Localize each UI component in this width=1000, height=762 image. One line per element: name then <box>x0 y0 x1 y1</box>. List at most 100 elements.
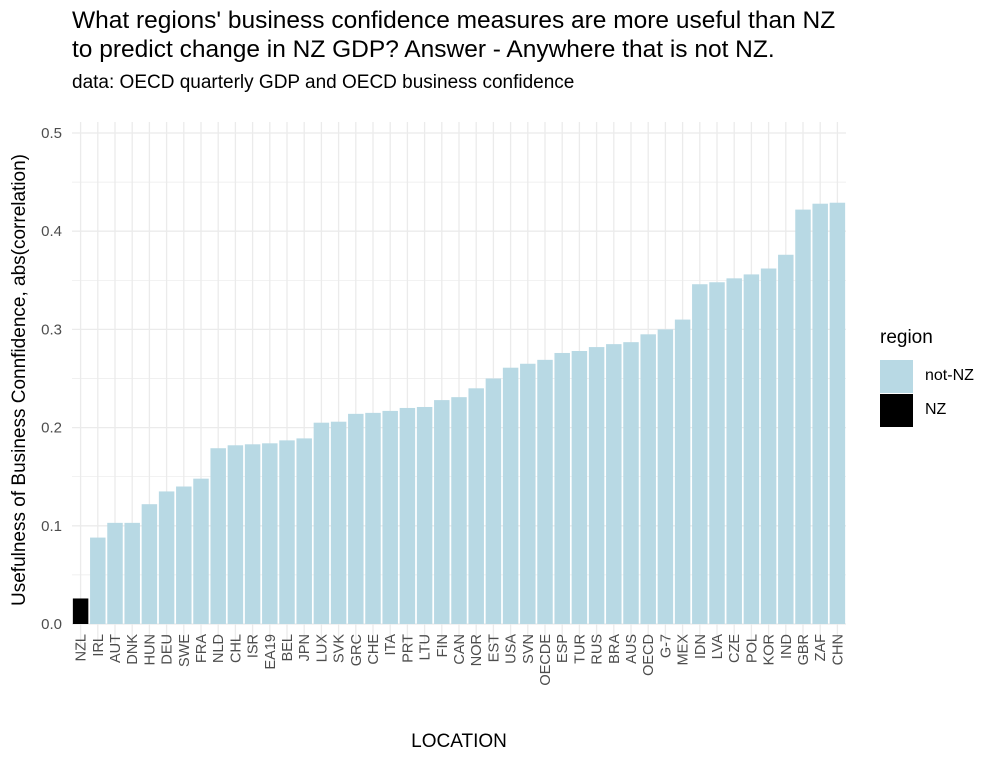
bar-jpn <box>296 438 312 624</box>
bar-chn <box>829 202 846 625</box>
x-tick-label: LUX <box>314 634 330 663</box>
legend-swatch-nz <box>880 393 913 427</box>
x-tick-label: USA <box>504 634 520 664</box>
bar-bra <box>606 344 622 624</box>
bar-chl <box>227 445 244 624</box>
x-tick-label: DEU <box>160 634 176 665</box>
x-tick-label: SVN <box>521 634 537 664</box>
bar-kor <box>760 268 777 624</box>
bar-che <box>365 412 381 624</box>
bar-ita <box>382 410 398 624</box>
chart-title-line-1: What regions' business confidence measur… <box>72 7 836 34</box>
x-tick-label: LVA <box>710 634 726 660</box>
bar-tur <box>571 351 588 624</box>
x-tick-label: BEL <box>280 634 296 661</box>
bar-fin <box>434 400 450 624</box>
x-tick-label: ISR <box>246 634 262 658</box>
bar-fra <box>193 478 209 624</box>
legend-swatch-not-nz <box>880 359 913 393</box>
x-tick-label: SWE <box>177 634 193 667</box>
x-tick-labels: NZL IRL AUT DNK HUN DEU SWE FRA NLD CHL ISR EA19 BEL… <box>74 634 847 686</box>
x-tick-label: AUT <box>108 634 124 663</box>
bar-zaf <box>812 203 828 625</box>
x-tick-label: NOR <box>469 634 485 666</box>
bar-oecd <box>640 334 656 624</box>
bar-isr <box>244 444 261 624</box>
bar-lux <box>313 422 330 624</box>
x-tick-label: FRA <box>194 634 210 663</box>
y-tick-label: 0.1 <box>41 518 62 535</box>
bar-svn <box>520 363 536 624</box>
y-tick-labels: 0.0 0.1 0.2 0.3 0.4 0.5 <box>41 125 62 633</box>
bar-nzl <box>72 598 89 624</box>
bar-cze <box>726 278 742 624</box>
x-tick-label: IDN <box>693 634 709 659</box>
x-tick-label: NLD <box>211 634 227 663</box>
x-tick-label: FIN <box>435 634 451 657</box>
bar-g-7 <box>657 329 674 624</box>
bar-swe <box>176 486 192 624</box>
x-tick-label: ZAF <box>813 634 829 662</box>
x-tick-label: IND <box>779 634 795 659</box>
x-tick-label: CHE <box>366 634 382 665</box>
x-tick-label: CHL <box>228 634 244 663</box>
bar-grc <box>348 413 364 624</box>
y-tick-label: 0.5 <box>41 125 62 142</box>
x-tick-label: SVK <box>332 634 348 663</box>
bar-ind <box>778 254 794 624</box>
x-tick-label: GBR <box>796 634 812 665</box>
x-tick-label: ESP <box>555 634 571 663</box>
bar-can <box>451 397 467 624</box>
x-tick-label: POL <box>744 634 760 663</box>
legend: region not-NZ NZ <box>880 327 974 427</box>
bar-svk <box>330 421 347 624</box>
x-tick-label: AUS <box>624 634 640 664</box>
x-tick-label: JPN <box>297 634 313 661</box>
bar-pol <box>743 274 760 624</box>
x-tick-label: EST <box>486 634 502 662</box>
bar-dnk <box>124 522 140 624</box>
x-tick-label: IRL <box>91 634 107 657</box>
bar-hun <box>141 504 158 624</box>
chart-title-line-2: to predict change in NZ GDP? Answer - An… <box>72 36 775 63</box>
bar-ea19 <box>262 443 278 624</box>
x-tick-label: G-7 <box>658 634 674 658</box>
y-tick-label: 0.3 <box>41 321 62 338</box>
y-axis-title: Usefulness of Business Connfidence, abs(… <box>9 154 30 606</box>
bar-gbr <box>795 209 811 624</box>
bar-est <box>485 378 502 624</box>
legend-item-nz: NZ <box>880 393 974 427</box>
x-tick-label: KOR <box>762 634 778 665</box>
x-tick-label: BRA <box>607 634 623 664</box>
x-tick-label: GRC <box>349 634 365 666</box>
x-tick-label: LTU <box>418 634 434 660</box>
legend-item-not-nz: not-NZ <box>880 359 974 393</box>
x-tick-label: RUS <box>590 634 606 665</box>
x-tick-label: CZE <box>727 634 743 663</box>
x-tick-label: OECD <box>641 634 657 676</box>
bar-nld <box>210 448 226 624</box>
bar-aus <box>623 342 639 624</box>
x-tick-label: DNK <box>125 634 141 665</box>
bar-lva <box>709 282 725 624</box>
bar-usa <box>502 367 519 624</box>
x-tick-label: CHN <box>830 634 846 665</box>
chart-title: What regions' business confidence measur… <box>72 6 972 64</box>
bar-bel <box>279 440 295 624</box>
x-tick-label: MEX <box>676 634 692 666</box>
legend-label-not-nz: not-NZ <box>925 367 974 384</box>
legend-title: region <box>880 327 933 348</box>
legend-label-nz: NZ <box>925 401 947 418</box>
bar-idn <box>692 284 708 624</box>
bar-nor <box>468 388 484 624</box>
x-axis-title: LOCATION <box>411 731 507 752</box>
x-tick-label: EA19 <box>263 634 279 669</box>
bar-rus <box>588 347 605 624</box>
bar-mex <box>674 319 691 624</box>
x-tick-label: TUR <box>572 634 588 664</box>
y-tick-label: 0.0 <box>41 616 62 633</box>
x-tick-label: HUN <box>142 634 158 665</box>
bar-irl <box>90 537 106 624</box>
bar-oecde <box>537 359 553 624</box>
